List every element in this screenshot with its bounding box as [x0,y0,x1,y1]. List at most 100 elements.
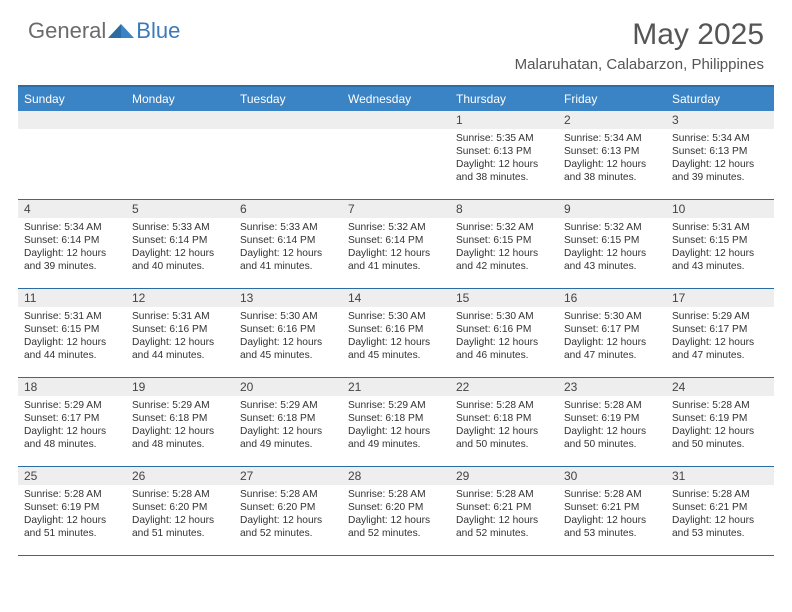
sunset-line: Sunset: 6:21 PM [564,501,662,514]
day-cell: 9Sunrise: 5:32 AMSunset: 6:15 PMDaylight… [558,200,666,288]
day-cell: 14Sunrise: 5:30 AMSunset: 6:16 PMDayligh… [342,289,450,377]
day-cell: 28 Sunrise: 5:28 AMSunset: 6:20 PMDayligh… [342,467,450,555]
daylight-line: Daylight: 12 hours and 45 minutes. [348,336,446,362]
day-body: Sunrise: 5:31 AMSunset: 6:16 PMDaylight:… [126,307,234,364]
day-body: Sunrise: 5:31 AMSunset: 6:15 PMDaylight:… [18,307,126,364]
day-number: 13 [234,289,342,307]
daylight-line: Daylight: 12 hours and 38 minutes. [456,158,554,184]
logo-triangle-icon [108,22,134,40]
day-cell: 20Sunrise: 5:29 AMSunset: 6:18 PMDayligh… [234,378,342,466]
day-number: 20 [234,378,342,396]
day-cell: 18 Sunrise: 5:29 AMSunset: 6:17 PMDayligh… [18,378,126,466]
day-number: 21 [342,378,450,396]
day-cell: 30Sunrise: 5:28 AMSunset: 6:21 PMDayligh… [558,467,666,555]
day-number: 8 [450,200,558,218]
sunset-line: Sunset: 6:20 PM [132,501,230,514]
day-cell: 16Sunrise: 5:30 AMSunset: 6:17 PMDayligh… [558,289,666,377]
day-cell: 29Sunrise: 5:28 AMSunset: 6:21 PMDayligh… [450,467,558,555]
sunrise-line: Sunrise: 5:30 AM [240,310,338,323]
day-body: Sunrise: 5:29 AMSunset: 6:18 PMDaylight:… [234,396,342,453]
sunset-line: Sunset: 6:14 PM [24,234,122,247]
day-cell [18,111,126,199]
day-number [342,111,450,129]
sunset-line: Sunset: 6:17 PM [564,323,662,336]
day-body: Sunrise: 5:29 AMSunset: 6:18 PMDaylight:… [126,396,234,453]
day-body: Sunrise: 5:30 AMSunset: 6:17 PMDaylight:… [558,307,666,364]
sunrise-line: Sunrise: 5:28 AM [672,399,770,412]
daylight-line: Daylight: 12 hours and 38 minutes. [564,158,662,184]
sunset-line: Sunset: 6:14 PM [132,234,230,247]
daylight-line: Daylight: 12 hours and 49 minutes. [348,425,446,451]
day-body: Sunrise: 5:34 AMSunset: 6:13 PMDaylight:… [666,129,774,186]
week-row: 11Sunrise: 5:31 AMSunset: 6:15 PMDayligh… [18,289,774,378]
day-number: 1 [450,111,558,129]
sunrise-line: Sunrise: 5:33 AM [132,221,230,234]
sunrise-line: Sunrise: 5:28 AM [348,488,446,501]
day-body: Sunrise: 5:28 AMSunset: 6:21 PMDaylight:… [666,485,774,542]
day-body: Sunrise: 5:28 AMSunset: 6:18 PMDaylight:… [450,396,558,453]
calendar: SundayMondayTuesdayWednesdayThursdayFrid… [18,85,774,556]
daylight-line: Daylight: 12 hours and 50 minutes. [564,425,662,451]
sunrise-line: Sunrise: 5:28 AM [456,488,554,501]
day-number: 27 [234,467,342,485]
day-body: Sunrise: 5:28 AMSunset: 6:19 PMDaylight:… [666,396,774,453]
sunset-line: Sunset: 6:16 PM [456,323,554,336]
day-cell: 27Sunrise: 5:28 AMSunset: 6:20 PMDayligh… [234,467,342,555]
day-number: 6 [234,200,342,218]
day-cell: 4Sunrise: 5:34 AMSunset: 6:14 PMDaylight… [18,200,126,288]
sunset-line: Sunset: 6:13 PM [564,145,662,158]
day-body: Sunrise: 5:34 AMSunset: 6:13 PMDaylight:… [558,129,666,186]
sunset-line: Sunset: 6:16 PM [132,323,230,336]
day-number: 30 [558,467,666,485]
daylight-line: Daylight: 12 hours and 48 minutes. [24,425,122,451]
sunset-line: Sunset: 6:15 PM [456,234,554,247]
day-cell: 7Sunrise: 5:32 AMSunset: 6:14 PMDaylight… [342,200,450,288]
day-body: Sunrise: 5:32 AMSunset: 6:14 PMDaylight:… [342,218,450,275]
sunset-line: Sunset: 6:13 PM [672,145,770,158]
day-body: Sunrise: 5:28 AMSunset: 6:21 PMDaylight:… [450,485,558,542]
sunrise-line: Sunrise: 5:31 AM [672,221,770,234]
week-row: 18Sunrise: 5:29 AMSunset: 6:17 PMDayligh… [18,378,774,467]
day-cell: 23Sunrise: 5:28 AMSunset: 6:19 PMDayligh… [558,378,666,466]
sunset-line: Sunset: 6:15 PM [672,234,770,247]
day-cell: 12Sunrise: 5:31 AMSunset: 6:16 PMDayligh… [126,289,234,377]
daylight-line: Daylight: 12 hours and 50 minutes. [456,425,554,451]
day-number: 18 [18,378,126,396]
day-cell [234,111,342,199]
sunrise-line: Sunrise: 5:28 AM [564,399,662,412]
daylight-line: Daylight: 12 hours and 48 minutes. [132,425,230,451]
sunset-line: Sunset: 6:16 PM [240,323,338,336]
header: General Blue May 2025 Malaruhatan, Calab… [0,0,792,77]
sunrise-line: Sunrise: 5:28 AM [240,488,338,501]
day-number: 9 [558,200,666,218]
day-number [18,111,126,129]
daylight-line: Daylight: 12 hours and 52 minutes. [348,514,446,540]
day-body: Sunrise: 5:28 AMSunset: 6:20 PMDaylight:… [126,485,234,542]
sunrise-line: Sunrise: 5:32 AM [456,221,554,234]
week-row: 4Sunrise: 5:34 AMSunset: 6:14 PMDaylight… [18,200,774,289]
day-body: Sunrise: 5:35 AMSunset: 6:13 PMDaylight:… [450,129,558,186]
daylight-line: Daylight: 12 hours and 51 minutes. [24,514,122,540]
daylight-line: Daylight: 12 hours and 40 minutes. [132,247,230,273]
sunset-line: Sunset: 6:20 PM [348,501,446,514]
day-body: Sunrise: 5:33 AMSunset: 6:14 PMDaylight:… [234,218,342,275]
sunrise-line: Sunrise: 5:33 AM [240,221,338,234]
day-number: 3 [666,111,774,129]
sunset-line: Sunset: 6:13 PM [456,145,554,158]
sunset-line: Sunset: 6:17 PM [24,412,122,425]
sunrise-line: Sunrise: 5:29 AM [132,399,230,412]
day-number: 28 [342,467,450,485]
day-body: Sunrise: 5:28 AMSunset: 6:19 PMDaylight:… [558,396,666,453]
sunrise-line: Sunrise: 5:28 AM [672,488,770,501]
day-body: Sunrise: 5:33 AMSunset: 6:14 PMDaylight:… [126,218,234,275]
day-body: Sunrise: 5:31 AMSunset: 6:15 PMDaylight:… [666,218,774,275]
sunrise-line: Sunrise: 5:28 AM [456,399,554,412]
sunrise-line: Sunrise: 5:29 AM [24,399,122,412]
month-title: May 2025 [515,18,764,52]
day-body: Sunrise: 5:30 AMSunset: 6:16 PMDaylight:… [234,307,342,364]
day-number: 15 [450,289,558,307]
logo-text-general: General [28,18,106,44]
daylight-line: Daylight: 12 hours and 44 minutes. [24,336,122,362]
daylight-line: Daylight: 12 hours and 50 minutes. [672,425,770,451]
daylight-line: Daylight: 12 hours and 44 minutes. [132,336,230,362]
